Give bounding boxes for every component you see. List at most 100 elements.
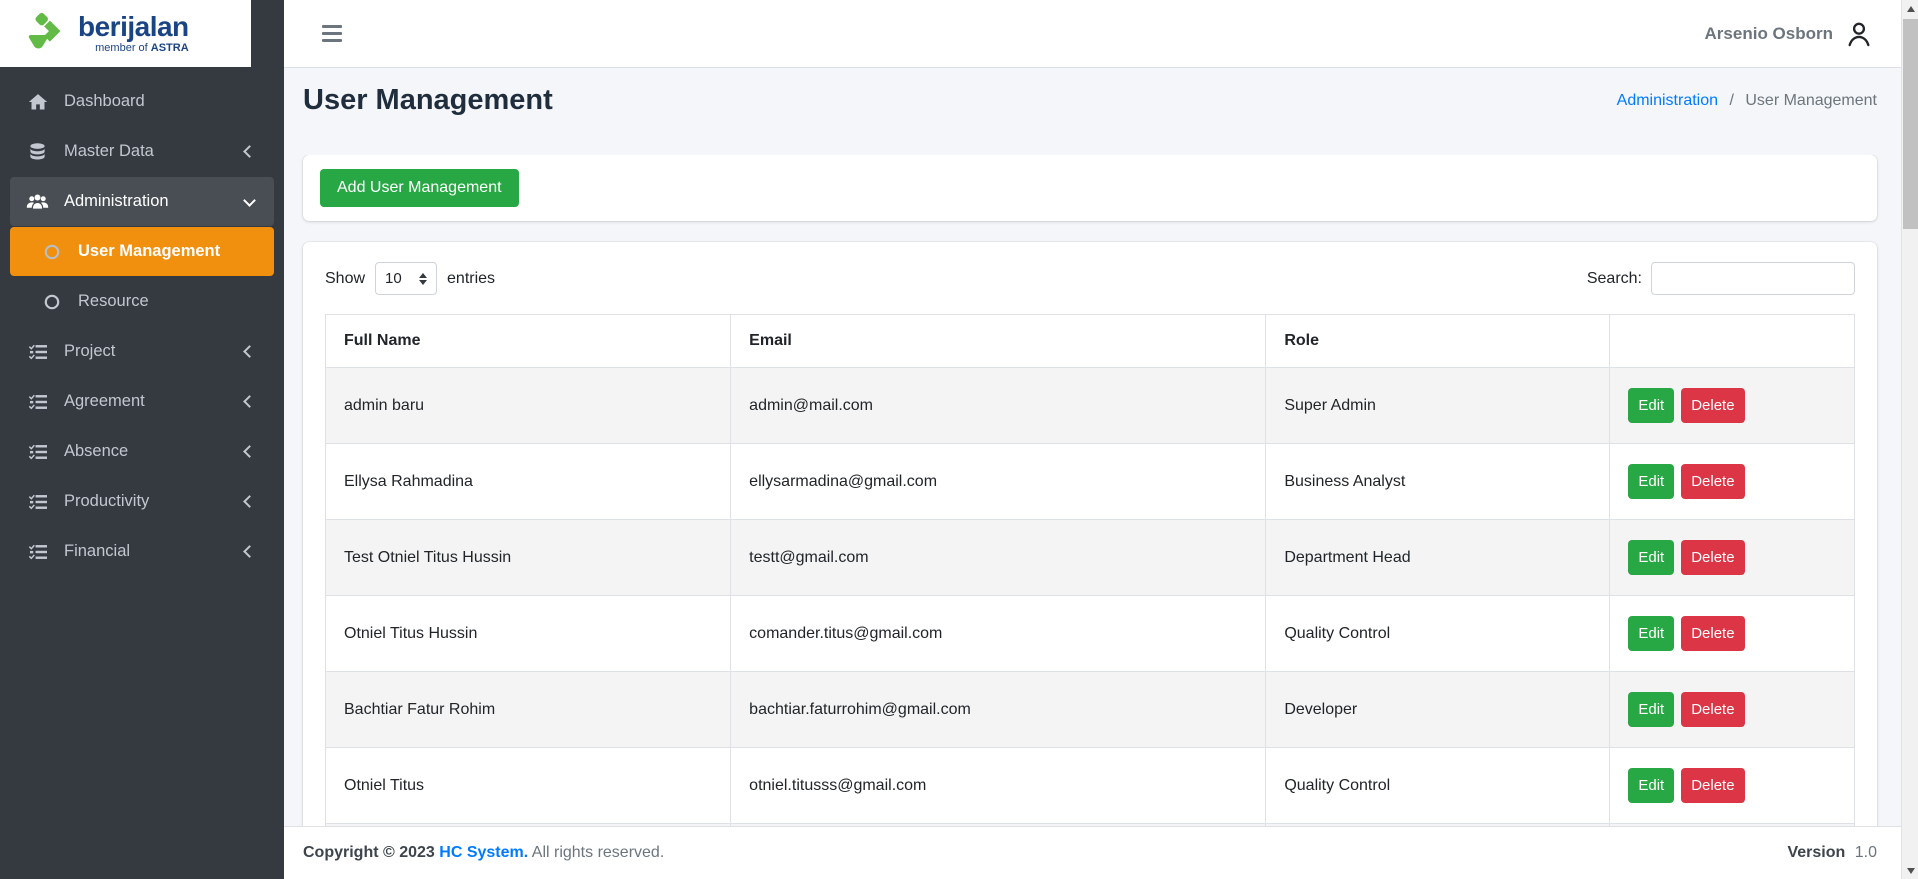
cell-role: Business Analyst (1265, 443, 1611, 520)
scrollbar-up-arrow-icon[interactable] (1902, 0, 1918, 17)
cell-role: Quality Control (1265, 747, 1611, 824)
column-header-email[interactable]: Email (730, 314, 1267, 368)
sidebar-item-resource[interactable]: Resource (10, 277, 274, 326)
list-icon (24, 393, 51, 411)
delete-button[interactable]: Delete (1681, 768, 1745, 803)
sidebar-item-label: Project (64, 342, 116, 360)
table-row: FE Cell Lead fecelllead@mail.com Fronten… (324, 823, 1855, 826)
scrollbar-down-arrow-icon[interactable] (1902, 862, 1918, 879)
cell-email: fecelllead@mail.com (730, 823, 1267, 826)
footer: Copyright © 2023 HC System. All rights r… (284, 826, 1901, 879)
breadcrumb-link-administration[interactable]: Administration (1616, 92, 1719, 109)
window-scrollbar[interactable] (1901, 0, 1918, 879)
navbar-user[interactable]: Arsenio Osborn (1705, 20, 1873, 48)
entries-select[interactable]: 10 (375, 262, 438, 295)
chevron-down-icon (243, 194, 256, 207)
delete-button[interactable]: Delete (1681, 692, 1745, 727)
sidebar-item-label: Financial (64, 542, 131, 560)
brand-text: berijalan member of ASTRA (78, 13, 189, 54)
cell-role: Super Admin (1265, 367, 1611, 444)
cell-email: otniel.titusss@gmail.com (730, 747, 1267, 824)
select-arrows-icon (419, 272, 428, 285)
sidebar-item-label: User Management (78, 242, 221, 260)
sidebar-item-master-data[interactable]: Master Data (10, 127, 274, 176)
edit-button[interactable]: Edit (1628, 692, 1675, 727)
database-icon (24, 142, 51, 162)
cell-full-name: admin baru (324, 367, 732, 444)
delete-button[interactable]: Delete (1681, 616, 1745, 651)
top-navbar: Arsenio Osborn (284, 0, 1901, 68)
table-row: Otniel Titus Hussin comander.titus@gmail… (324, 595, 1855, 672)
sidebar-item-user-management[interactable]: User Management (10, 227, 274, 276)
delete-button[interactable]: Delete (1681, 464, 1745, 499)
cell-full-name: Test Otniel Titus Hussin (324, 519, 732, 596)
table-row: Otniel Titus otniel.titusss@gmail.com Qu… (324, 747, 1855, 824)
breadcrumb: Administration / User Management (1617, 92, 1877, 110)
column-header-actions (1609, 314, 1855, 368)
hc-system-link[interactable]: HC System. (439, 844, 529, 861)
scrollbar-thumb[interactable] (1903, 19, 1918, 229)
sidebar-item-label: Agreement (64, 392, 145, 410)
cell-email: testt@gmail.com (730, 519, 1267, 596)
circle-icon (38, 244, 65, 260)
sidebar-item-productivity[interactable]: Productivity (10, 477, 274, 526)
sidebar-item-project[interactable]: Project (10, 327, 274, 376)
search-input[interactable] (1651, 262, 1855, 295)
edit-button[interactable]: Edit (1628, 464, 1675, 499)
cell-role: Frontend Cell Lead (1265, 823, 1611, 826)
cell-full-name: FE Cell Lead (324, 823, 732, 826)
cell-full-name: Otniel Titus (324, 747, 732, 824)
hamburger-icon[interactable] (318, 21, 346, 46)
cell-full-name: Ellysa Rahmadina (324, 443, 732, 520)
sidebar-item-absence[interactable]: Absence (10, 427, 274, 476)
sidebar-item-label: Productivity (64, 492, 150, 510)
add-user-management-button[interactable]: Add User Management (320, 169, 519, 207)
sidebar-item-dashboard[interactable]: Dashboard (10, 77, 274, 126)
table-row: Test Otniel Titus Hussin testt@gmail.com… (324, 519, 1855, 596)
list-icon (24, 543, 51, 561)
edit-button[interactable]: Edit (1628, 616, 1675, 651)
table-card: Show 10 entries Search: (303, 242, 1877, 826)
column-header-role[interactable]: Role (1265, 314, 1611, 368)
table-controls: Show 10 entries Search: (325, 262, 1855, 295)
user-table: Full Name Email Role admin baru admin@ma… (324, 314, 1855, 826)
edit-button[interactable]: Edit (1628, 388, 1675, 423)
brand-tagline: member of ASTRA (95, 42, 189, 54)
home-icon (24, 92, 51, 112)
brand-name: berijalan (78, 11, 189, 42)
delete-button[interactable]: Delete (1681, 540, 1745, 575)
brand-logo[interactable]: berijalan member of ASTRA (0, 0, 251, 67)
entries-label: entries (447, 269, 496, 287)
chevron-left-icon (243, 495, 256, 508)
sidebar-item-agreement[interactable]: Agreement (10, 377, 274, 426)
delete-button[interactable]: Delete (1681, 388, 1745, 423)
list-icon (24, 343, 51, 361)
sidebar-item-label: Administration (64, 192, 169, 210)
table-row: Ellysa Rahmadina ellysarmadina@gmail.com… (324, 443, 1855, 520)
sidebar-item-label: Dashboard (64, 92, 145, 110)
show-label: Show (325, 269, 366, 287)
edit-button[interactable]: Edit (1628, 768, 1675, 803)
rights-text: All rights reserved. (531, 844, 665, 861)
sidebar-item-financial[interactable]: Financial (10, 527, 274, 576)
sidebar-item-administration[interactable]: Administration (10, 177, 274, 226)
sidebar-item-label: Master Data (64, 142, 154, 160)
chevron-left-icon (243, 395, 256, 408)
cell-role: Developer (1265, 671, 1611, 748)
person-icon (1848, 22, 1870, 46)
berijalan-logo-icon (28, 12, 61, 48)
chevron-left-icon (243, 445, 256, 458)
breadcrumb-separator: / (1729, 92, 1734, 109)
version-value: 1.0 (1854, 844, 1877, 861)
sidebar-item-label: Resource (78, 292, 149, 310)
edit-button[interactable]: Edit (1628, 540, 1675, 575)
circle-icon (38, 294, 65, 310)
column-header-full-name[interactable]: Full Name (324, 314, 732, 368)
users-icon (24, 192, 51, 212)
